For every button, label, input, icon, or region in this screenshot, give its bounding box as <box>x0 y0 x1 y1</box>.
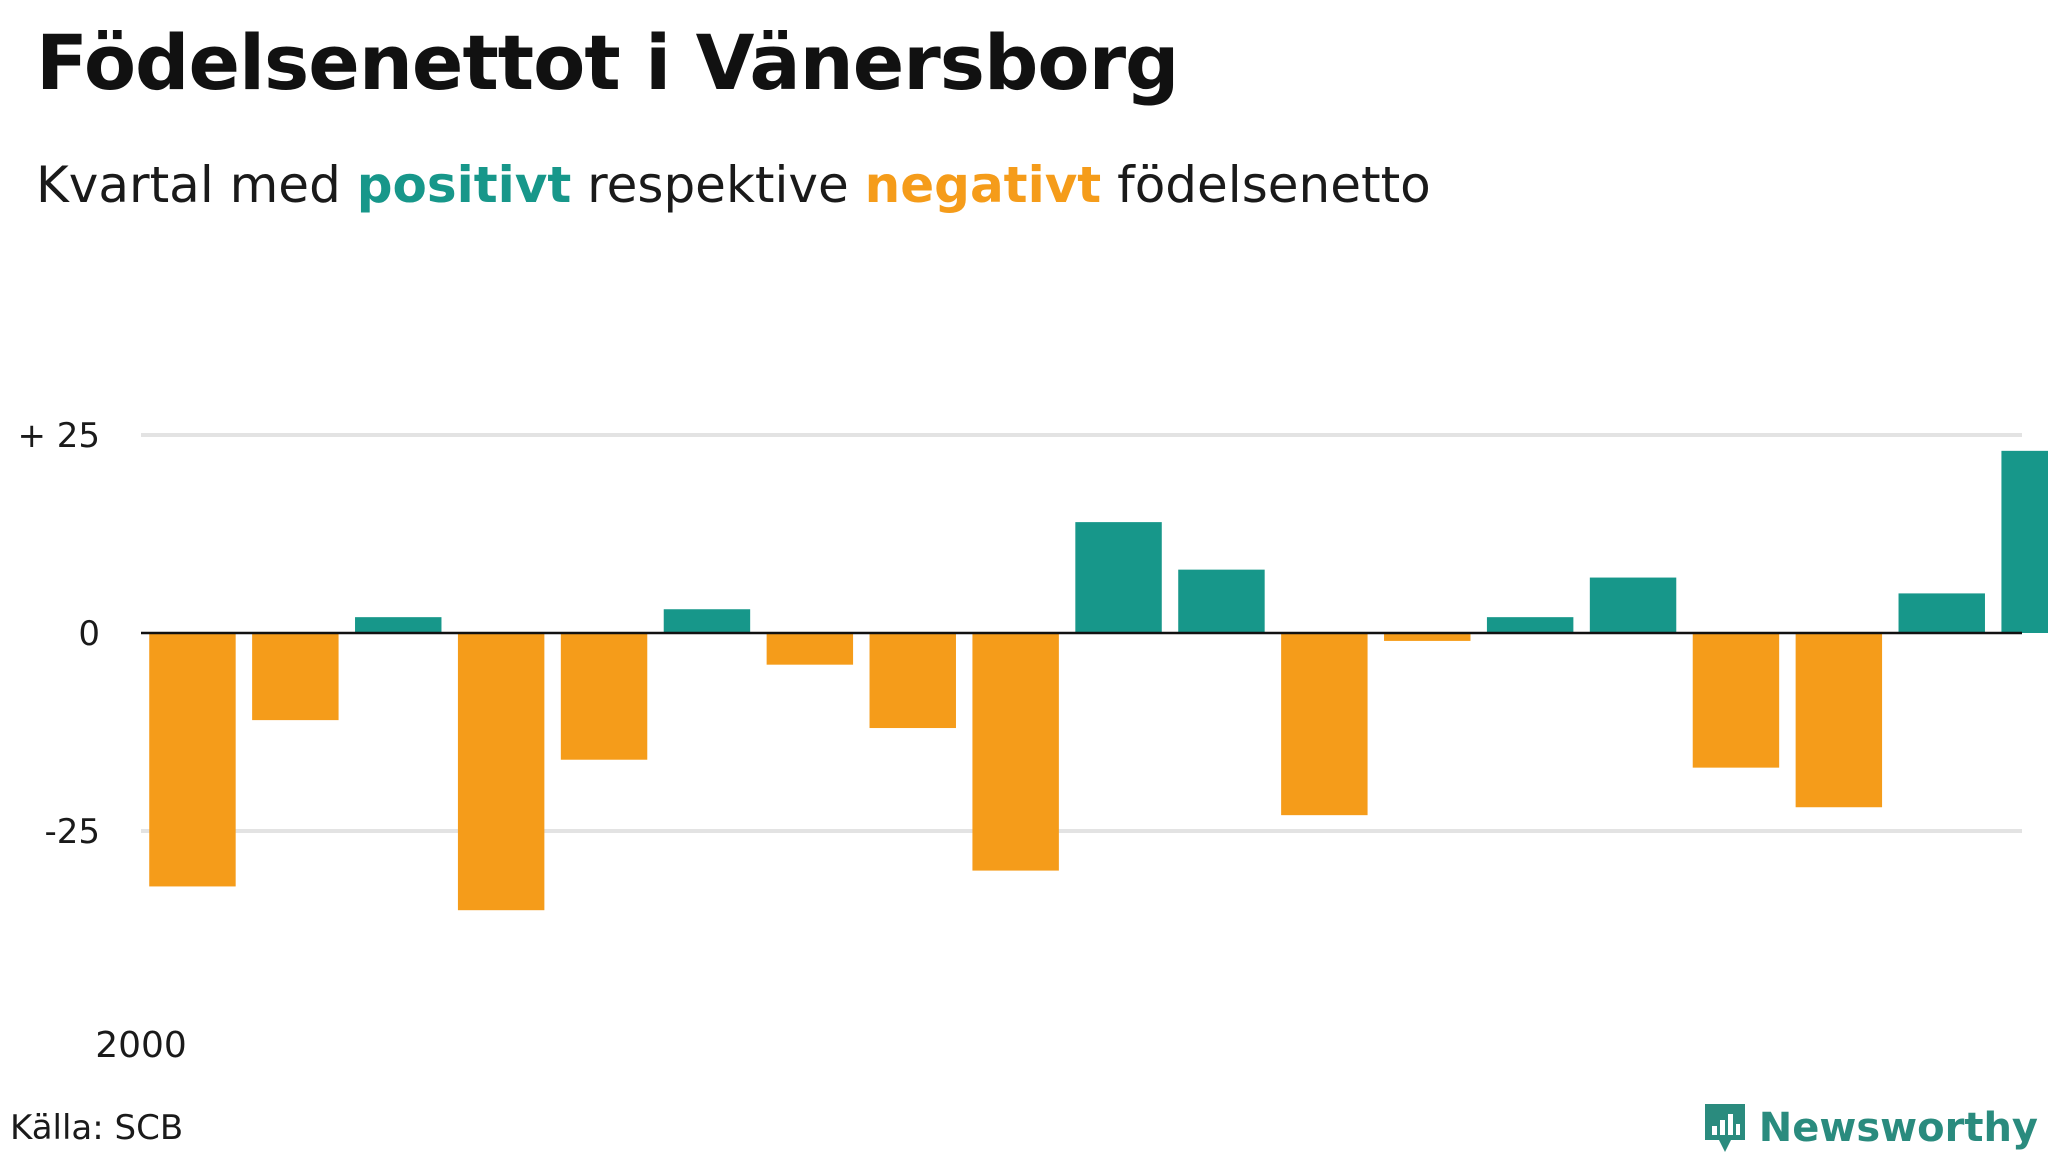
grid-lines <box>141 433 2022 833</box>
subtitle-positive-word: positivt <box>356 156 572 214</box>
y-tick-label: -25 <box>44 812 100 852</box>
bar-2000K2 <box>252 633 339 721</box>
bar-2002K2 <box>1075 522 1162 633</box>
brand-logo: Newsworthy <box>1701 1100 2038 1156</box>
bar-2002K1 <box>972 633 1059 871</box>
bar-2004K2 <box>1898 593 1985 633</box>
bar-2003K1 <box>1384 633 1471 641</box>
subtitle-negative-word: negativt <box>864 156 1102 214</box>
bar-2002K4 <box>1281 633 1368 816</box>
bar-2001K2 <box>663 609 751 633</box>
bar-2003K2 <box>1486 617 1574 633</box>
y-tick-label: + 25 <box>17 416 100 456</box>
newsworthy-logo-icon <box>1704 1104 1745 1152</box>
subtitle-prefix: Kvartal med <box>36 156 357 214</box>
x-axis-ticks: 20002005201020152020 <box>95 1025 187 1066</box>
bar-2004K1 <box>1795 633 1883 808</box>
bar-2001K1 <box>560 633 648 760</box>
bar-2001K4 <box>869 633 956 729</box>
bar-2001K3 <box>766 633 854 665</box>
bar-2000K1 <box>149 633 236 887</box>
subtitle-middle: respektive <box>571 156 865 214</box>
bars <box>149 450 2048 911</box>
bar-2000K4 <box>457 633 545 911</box>
subtitle-suffix: födelsenetto <box>1101 156 1431 214</box>
bar-2000K3 <box>355 617 442 633</box>
bar-2003K4 <box>1692 633 1780 768</box>
y-axis-ticks: + 25 0 -25 <box>17 416 100 852</box>
brand-name: Newsworthy <box>1758 1105 2038 1151</box>
y-tick-label: 0 <box>78 614 100 654</box>
source-note: Källa: SCB <box>10 1108 184 1148</box>
bar-2004K3 <box>2001 450 2048 633</box>
x-tick-label: 2000 <box>95 1025 187 1066</box>
chart-subtitle: Kvartal med positivt respektive negativt… <box>36 156 1431 214</box>
chart-title: Födelsenettot i Vänersborg <box>36 18 1179 107</box>
bar-2002K3 <box>1178 569 1265 633</box>
bar-2003K3 <box>1589 577 1677 633</box>
